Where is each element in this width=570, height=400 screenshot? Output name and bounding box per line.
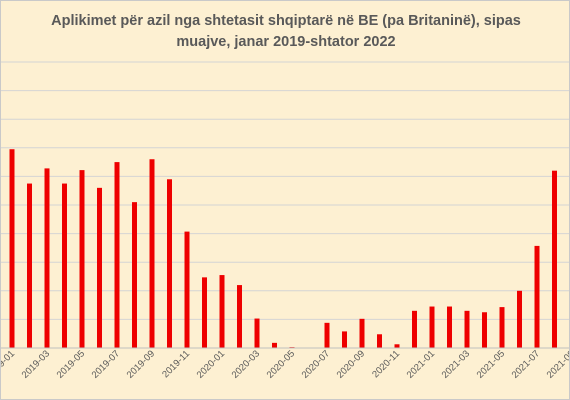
bar-2019-08 (132, 202, 137, 348)
bar-2021-03 (464, 310, 470, 348)
bar-2019-01 (9, 149, 15, 348)
bar-2019-10 (167, 179, 172, 348)
x-tick-label: 2021-01 (405, 348, 437, 380)
chart-title: Aplikimet për azil nga shtetasit shqipta… (51, 13, 521, 50)
bar-2019-02 (27, 183, 32, 348)
bar-2020-07 (324, 322, 330, 348)
bars (9, 149, 557, 349)
bar-2021-01 (429, 306, 435, 348)
x-tick-label: 2019-03 (20, 348, 52, 380)
bar-2019-04 (62, 183, 67, 348)
x-tick-label: 2019-01 (1, 348, 17, 380)
bar-2020-03 (254, 318, 260, 348)
bar-2019-03 (44, 168, 50, 348)
bar-2019-12 (202, 277, 207, 348)
bar-2020-11 (394, 344, 400, 348)
x-tick-label: 2019-07 (90, 348, 122, 380)
bar-2021-06 (517, 290, 522, 348)
x-tick-label: 2020-07 (300, 348, 332, 380)
x-tick-label: 2019-09 (125, 348, 157, 380)
bar-2021-02 (447, 306, 452, 348)
x-tick-label: 2019-05 (55, 348, 87, 380)
bar-2020-09 (359, 318, 365, 348)
x-tick-labels: 2019-01 2019-03 2019-05 2019-07 2019-09 2019-… (1, 348, 569, 380)
bar-2021-08 (552, 170, 557, 348)
x-tick-label: 2021-09 (545, 348, 569, 380)
bar-2020-10 (377, 334, 382, 348)
bar-2020-01 (219, 275, 225, 348)
bar-2021-07 (534, 245, 540, 348)
bar-2021-04 (482, 312, 487, 348)
bar-2020-02 (237, 285, 242, 348)
bar-2020-04 (272, 342, 277, 348)
bar-2021-05 (499, 307, 505, 348)
bar-2020-12 (412, 310, 417, 348)
x-tick-label: 2020-01 (195, 348, 227, 380)
bar-2019-11 (184, 231, 190, 348)
x-tick-label: 2020-11 (370, 348, 402, 380)
bar-2019-07 (114, 162, 120, 348)
bar-2019-09 (149, 159, 155, 348)
bar-2020-08 (342, 331, 347, 348)
gridlines (1, 61, 569, 320)
bar-2019-06 (97, 187, 102, 348)
x-tick-label: 2020-09 (335, 348, 367, 380)
x-tick-label: 2021-07 (510, 348, 542, 380)
x-tick-label: 2019-11 (160, 348, 192, 380)
bar-2019-05 (79, 170, 85, 348)
x-tick-label: 2020-03 (230, 348, 262, 380)
x-tick-label: 2021-05 (475, 348, 507, 380)
x-tick-label: 2021-03 (440, 348, 472, 380)
x-tick-label: 2020-05 (265, 348, 297, 380)
